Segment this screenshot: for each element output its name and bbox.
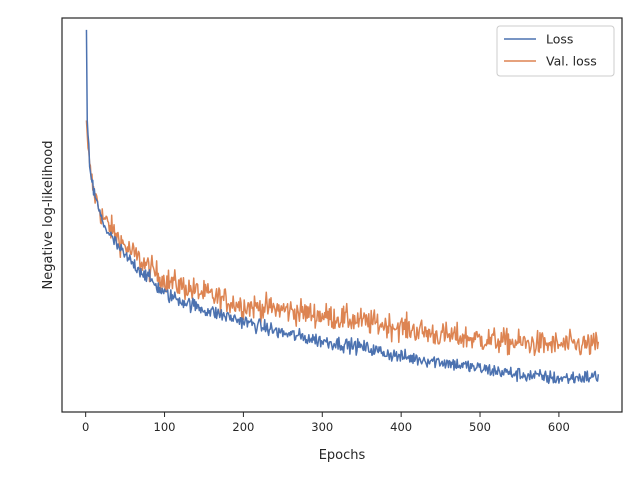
x-tick-label: 200 <box>232 420 254 434</box>
x-axis-label: Epochs <box>319 448 366 463</box>
legend-label-val-loss: Val. loss <box>546 54 597 69</box>
x-tick-label: 400 <box>390 420 412 434</box>
x-tick-label: 0 <box>82 420 89 434</box>
legend-label-loss: Loss <box>546 32 573 47</box>
x-tick-label: 300 <box>311 420 333 434</box>
legend: Loss Val. loss <box>496 25 615 77</box>
series-lines <box>85 29 600 385</box>
x-tick-label: 600 <box>548 420 570 434</box>
plot-area <box>61 17 623 413</box>
x-axis-ticks: 0 100 200 300 400 500 600 <box>82 412 570 434</box>
x-tick-label: 100 <box>154 420 176 434</box>
val-loss-line <box>85 120 600 357</box>
x-tick-label: 500 <box>469 420 491 434</box>
loss-line <box>85 29 600 385</box>
y-axis-label: Negative log-likelihood <box>41 141 56 290</box>
